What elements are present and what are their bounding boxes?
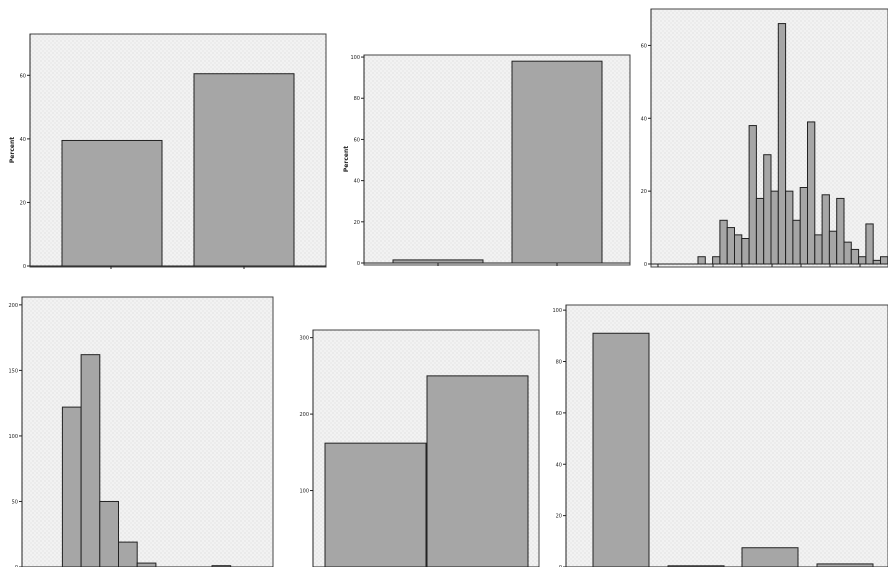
bar [816, 563, 874, 567]
y-tick-label: 60 [354, 137, 360, 143]
histogram-bin [821, 194, 830, 265]
y-tick-label: 50 [12, 499, 18, 505]
bar [592, 332, 650, 567]
y-tick-label: 20 [641, 189, 647, 195]
histogram-bin [748, 125, 757, 265]
y-tick-label: 200 [8, 303, 18, 309]
y-tick-label: 20 [20, 200, 26, 206]
chart-3: 0 20 40 60 [641, 8, 888, 268]
y-axis-title: Percent [9, 137, 16, 163]
histogram-bin [61, 406, 82, 567]
histogram-bin [99, 500, 120, 567]
y-axis-title: Percent [343, 146, 350, 172]
plot-area [21, 296, 274, 567]
y-tick-label: 20 [556, 514, 562, 520]
histogram-bin [836, 197, 845, 265]
histogram-bin [828, 230, 838, 265]
histogram-bin [118, 541, 138, 567]
chart-1: 0 20 40 60 Percent [9, 33, 327, 270]
histogram-bin [850, 248, 860, 265]
histogram-bin [785, 190, 794, 265]
chart-4: 0 50 100 150 200 [8, 296, 274, 567]
y-tick-label: 100 [8, 434, 18, 440]
histogram-bin [814, 234, 823, 265]
y-tick-label: 200 [299, 412, 309, 418]
histogram-bin [726, 227, 736, 265]
histogram-bin [799, 187, 809, 265]
y-tick-label: 40 [354, 179, 360, 185]
histogram-bin [755, 197, 765, 265]
y-tick-label: 0 [15, 565, 18, 567]
histogram-bin [136, 562, 157, 567]
y-tick-label: 40 [556, 462, 562, 468]
y-tick-label: 150 [8, 368, 18, 374]
histogram-bin [211, 565, 232, 567]
histogram-bin [712, 256, 721, 265]
histogram-bin [872, 259, 882, 265]
y-tick-label: 0 [644, 262, 647, 268]
y-tick-label: 0 [23, 264, 26, 270]
histogram-bin [719, 219, 728, 265]
histogram-bin [865, 223, 874, 265]
chart-5: 100 200 300 [299, 329, 540, 567]
chart-6: 0 20 40 60 80 100 [552, 304, 888, 567]
histogram-bin [697, 256, 706, 265]
y-tick-label: 60 [20, 73, 26, 79]
y-tick-label: 100 [299, 489, 309, 495]
y-tick-label: 60 [556, 411, 562, 417]
bar [324, 442, 427, 567]
y-tick-label: 80 [556, 360, 562, 366]
histogram-bin [807, 121, 816, 265]
y-tick-label: 0 [357, 261, 360, 267]
bar [741, 547, 799, 567]
histogram-bin [80, 354, 101, 567]
y-tick-label: 60 [641, 43, 647, 49]
histogram-bin [880, 256, 888, 265]
histogram-bin [770, 190, 779, 265]
bar [426, 375, 529, 567]
y-tick-label: 40 [20, 137, 26, 143]
bar [193, 73, 295, 267]
bar [511, 60, 603, 264]
y-tick-label: 20 [354, 220, 360, 226]
chart-2: 0 20 40 60 80 100 Percent [343, 54, 631, 267]
histogram-bin [763, 154, 772, 265]
y-tick-label: 80 [354, 96, 360, 102]
y-tick-label: 0 [559, 565, 562, 567]
histogram-bin [777, 23, 787, 265]
histogram-bin [792, 219, 801, 265]
y-tick-label: 100 [552, 308, 562, 314]
bar [61, 139, 163, 267]
y-tick-label: 300 [299, 336, 309, 342]
histogram-bin [734, 234, 743, 265]
y-tick-label: 40 [641, 116, 647, 122]
histogram-bin [843, 241, 852, 265]
histogram-bin [741, 238, 750, 265]
y-tick-label: 100 [350, 55, 360, 61]
histogram-bin [858, 256, 867, 265]
